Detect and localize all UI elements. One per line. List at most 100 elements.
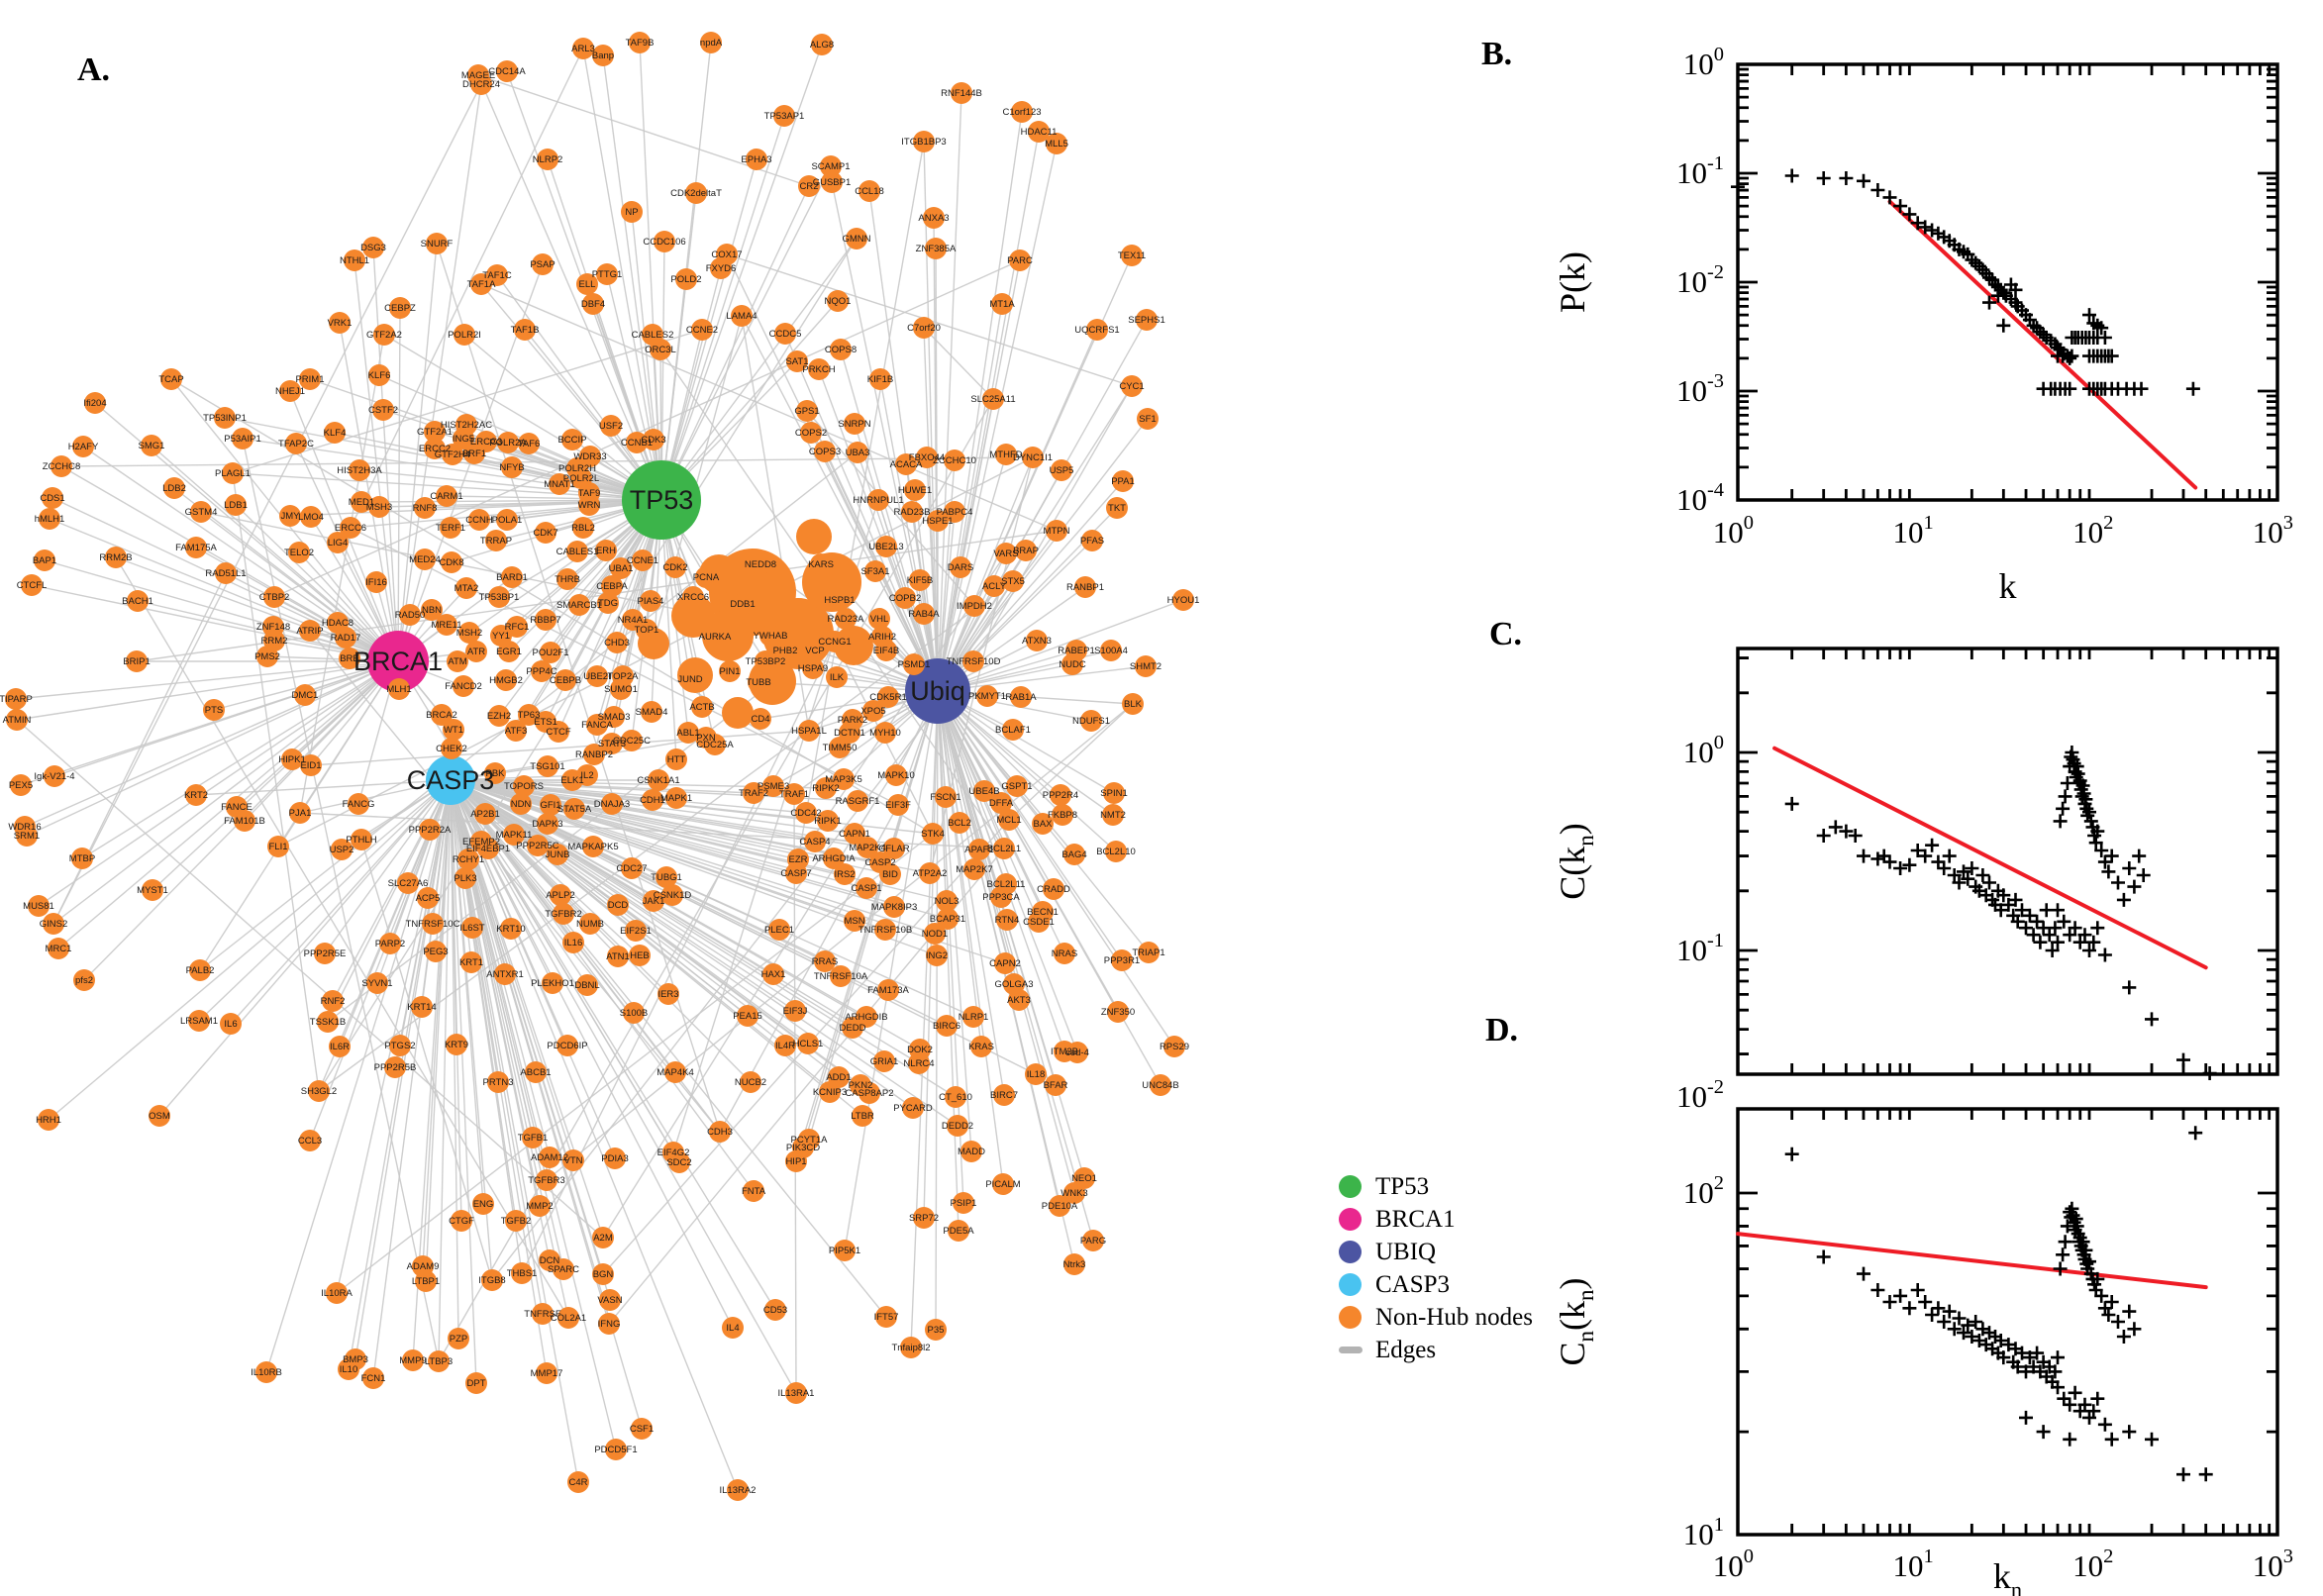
node-label-USF2: USF2 — [599, 421, 623, 432]
node-TKT — [1106, 497, 1128, 519]
node-PHB2 — [774, 640, 796, 661]
node-label-NOD1: NOD1 — [922, 929, 948, 940]
node-label-PPP4C: PPP4C — [526, 666, 556, 677]
node-RIPK1 — [817, 810, 839, 832]
node-label-UQCRFS1: UQCRFS1 — [1074, 325, 1119, 336]
node-label-NUCB2: NUCB2 — [735, 1077, 766, 1088]
node-HIST2H3A — [349, 459, 370, 481]
node-CASP7 — [785, 862, 807, 884]
node-label-CFLAR: CFLAR — [878, 844, 909, 854]
panel-label-c: C. — [1489, 616, 1523, 652]
node-label-PTHLH: PTHLH — [346, 835, 376, 846]
node-label-ANXA3: ANXA3 — [918, 213, 949, 224]
node-Banp — [592, 45, 614, 66]
node-label-Ubiq: Ubiq — [910, 676, 965, 706]
node-label-SEPHS1: SEPHS1 — [1128, 315, 1165, 326]
node-label-PABPC4: PABPC4 — [937, 507, 973, 518]
node-label-CDC42: CDC42 — [790, 808, 821, 819]
node-BCL2 — [949, 812, 970, 834]
node-label-AKT3: AKT3 — [1007, 995, 1031, 1006]
node-TOPORS — [513, 775, 535, 797]
node-label-PCNA: PCNA — [693, 572, 720, 583]
node-label-POLD2: POLD2 — [670, 274, 701, 285]
node-label-CEBPB: CEBPB — [550, 675, 581, 686]
node-label-CCNE2: CCNE2 — [686, 325, 718, 336]
node-label-MUS81: MUS81 — [23, 901, 54, 912]
node-PARC — [1009, 249, 1031, 271]
node-label-LTBR: LTBR — [851, 1111, 874, 1122]
node-label-RBBP7: RBBP7 — [530, 615, 560, 626]
node-label-BRAP: BRAP — [1013, 546, 1039, 556]
node-BMP3 — [345, 1348, 366, 1370]
node-RANBP2 — [583, 744, 605, 765]
node-PJA1 — [289, 802, 311, 824]
node-label-OSM: OSM — [149, 1111, 170, 1122]
node-EIF3F — [887, 794, 909, 816]
node-label-ERCC2: ERCC2 — [419, 444, 451, 454]
node-HYOU1 — [1172, 589, 1194, 611]
node-label-SLC25A11: SLC25A11 — [970, 394, 1015, 405]
node-label-PLEC1: PLEC1 — [764, 925, 794, 936]
node-label-CASP4: CASP4 — [799, 837, 830, 848]
node-MSH2 — [458, 622, 480, 644]
node-WNK3 — [1063, 1182, 1085, 1204]
node-label-EIF3J: EIF3J — [783, 1006, 808, 1017]
node-PPP2R5C — [527, 835, 549, 856]
legend-item-tp53: TP53 — [1339, 1170, 1596, 1203]
node-label-MAPK11: MAPK11 — [496, 830, 533, 841]
node-label-CASP2: CASP2 — [864, 857, 895, 868]
node-MED24 — [414, 549, 436, 570]
node-label-TUBG1: TUBG1 — [651, 872, 682, 883]
legend-item-edges: Edges — [1339, 1334, 1596, 1366]
node-label-NBN: NBN — [422, 605, 442, 616]
node-PIAS4 — [640, 590, 661, 612]
svg-text:10-2: 10-2 — [1676, 1076, 1724, 1114]
node-UBE2L3 — [875, 536, 897, 557]
node-MYST1 — [142, 879, 163, 901]
node-label-TP53: TP53 — [630, 485, 694, 515]
node-label-Tnfaip8l2: Tnfaip8l2 — [891, 1343, 930, 1353]
node-label-CEBPZ: CEBPZ — [384, 303, 416, 314]
node-label-MRC1: MRC1 — [46, 944, 72, 954]
node-label-KIF5B: KIF5B — [907, 575, 933, 586]
node-CAPN1 — [844, 823, 865, 845]
legend-label: Edges — [1375, 1336, 1437, 1363]
node-NDUFS1 — [1080, 710, 1102, 732]
svg-text:10-2: 10-2 — [1676, 261, 1724, 299]
node-label-EID1: EID1 — [300, 760, 321, 771]
node-label-ATM: ATM — [448, 656, 466, 667]
node-IL10RA — [326, 1282, 348, 1304]
node-SYVN1 — [366, 972, 388, 994]
node-TUBB — [748, 671, 769, 693]
node-label-CDC14A: CDC14A — [488, 66, 526, 77]
node-PPP3CA — [990, 886, 1012, 908]
node-GINS2 — [43, 913, 64, 935]
node-label-MSH3: MSH3 — [366, 502, 392, 513]
node-BAX — [1032, 813, 1054, 835]
node-IL4R — [774, 1035, 796, 1056]
node-UBA1 — [610, 557, 632, 579]
node-label-TAF1C: TAF1C — [482, 270, 512, 281]
node-DMC1 — [294, 684, 316, 706]
node-USP5 — [1051, 459, 1072, 481]
scatter-points-C — [1784, 746, 2217, 1080]
svg-text:101: 101 — [1683, 1514, 1724, 1551]
node-label-RIPK2: RIPK2 — [812, 783, 839, 794]
node-label-PDE10A: PDE10A — [1042, 1201, 1078, 1212]
node-KLF6 — [368, 364, 390, 386]
node-LRSAM1 — [188, 1010, 210, 1032]
legend-label: BRCA1 — [1375, 1205, 1456, 1233]
node-TGFBR2 — [553, 903, 574, 925]
node-label-TP53BP2: TP53BP2 — [746, 656, 786, 667]
node-label-CCNG1: CCNG1 — [818, 637, 851, 648]
node-label-BRCA1: BRCA1 — [354, 647, 443, 676]
nonhub-dot-icon — [1339, 1306, 1362, 1329]
node-JUNB — [547, 844, 568, 865]
node-ATF3 — [505, 720, 527, 742]
svg-text:100: 100 — [1683, 732, 1724, 769]
node-label-DCD: DCD — [608, 900, 629, 911]
node-label-CSTF2: CSTF2 — [368, 405, 398, 416]
node-label-CCDC5: CCDC5 — [769, 329, 802, 340]
node-WT1 — [443, 719, 464, 741]
node-COPS8 — [830, 339, 852, 360]
